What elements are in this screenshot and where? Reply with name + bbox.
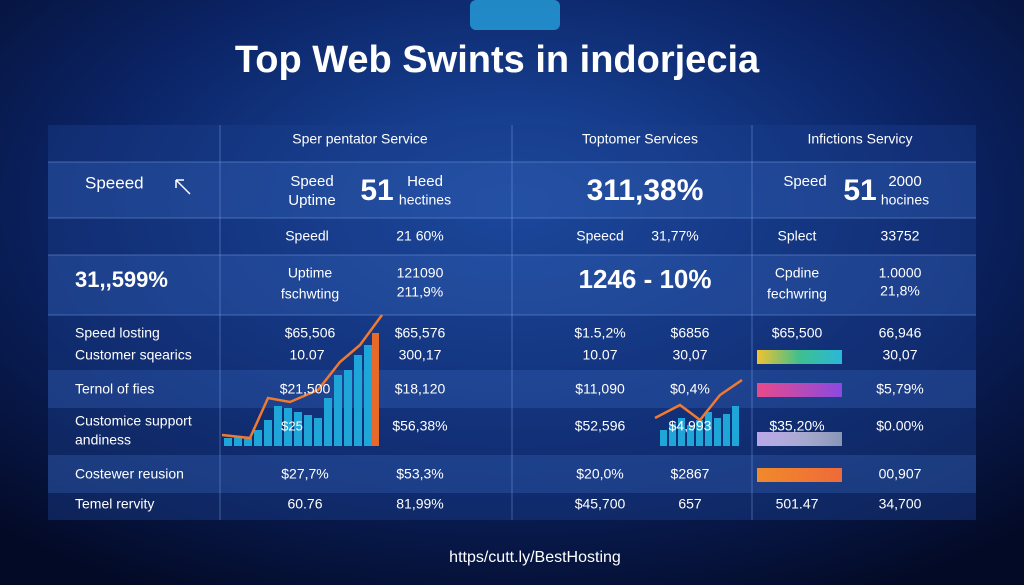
table-cell: 31,77%: [651, 228, 698, 244]
table-cell: 30,07: [882, 347, 917, 363]
column-header: Toptomer Services: [582, 131, 698, 147]
table-cell: 21,8%: [880, 283, 920, 299]
table-panel: [48, 125, 976, 520]
table-cell: $11,090: [575, 381, 625, 397]
table-cell: $2867: [671, 466, 710, 482]
table-cell: $21,500: [280, 381, 331, 397]
table-cell: $5,79%: [876, 381, 923, 397]
table-cell: $25: [281, 418, 303, 433]
table-cell: $45,700: [575, 496, 626, 512]
table-cell: andiness: [75, 432, 131, 448]
table-cell: 33752: [881, 228, 920, 244]
decor-bar: [757, 432, 842, 446]
footer-link: https/cutt.ly/BestHosting: [449, 549, 621, 566]
decor-bar: [757, 468, 842, 482]
table-cell: Speedl: [285, 228, 329, 244]
table-cell: 211,9%: [397, 284, 443, 300]
table-cell: Cpdine: [775, 265, 820, 281]
table-cell: 10.07: [582, 347, 617, 363]
grid-lines: [48, 125, 976, 520]
table-cell: Speed losting: [75, 325, 160, 341]
table-cell: $65,576: [395, 325, 446, 341]
table-cell: 34,700: [879, 496, 922, 512]
table-cell: Speed: [290, 173, 333, 190]
table-cell: Heed: [407, 173, 443, 190]
table-cell: Speeed: [85, 173, 144, 192]
table-cell: 51: [360, 174, 393, 207]
table-cell: Costewer reusion: [75, 466, 184, 482]
table-cell: Splect: [778, 228, 817, 244]
table-cell: Uptime: [288, 265, 333, 281]
table-cell: 60.76: [287, 496, 322, 512]
table-cell: $35,20%: [769, 418, 824, 434]
title: Top Web Swints in indorjecia: [235, 39, 760, 81]
table-cell: $65,506: [285, 325, 336, 341]
column-header: Sper pentator Service: [292, 131, 428, 147]
table-cell: $6856: [671, 325, 710, 341]
decor-bar: [757, 383, 842, 397]
table-cell: 81,99%: [396, 496, 443, 512]
table-cell: fechwring: [767, 286, 827, 302]
table-cell: $0.00%: [876, 418, 923, 434]
table-cell: $27,7%: [281, 466, 328, 482]
table-cell: $20,0%: [576, 466, 623, 482]
table-cell: hectines: [399, 192, 451, 208]
table-cell: 10.07: [289, 347, 324, 363]
table-cell: 311,38%: [587, 174, 704, 207]
table-cell: 2000: [888, 173, 921, 190]
decor-trend-line: [221, 314, 384, 440]
table-cell: Customer sqearics: [75, 347, 192, 363]
table-cell: Customice support: [75, 413, 192, 429]
decor-bar: [757, 350, 842, 364]
table-cell: 51: [843, 174, 876, 207]
table-cell: 1.0000: [879, 265, 922, 281]
cursor-icon: [175, 179, 191, 195]
table-cell: 31,,599%: [75, 267, 168, 292]
decor-trend-line-2: [654, 378, 743, 422]
table-cell: $52,596: [575, 418, 626, 434]
table-cell: 66,946: [879, 325, 922, 341]
table-cell: Ternol of fies: [75, 381, 154, 397]
table-cell: $0,4%: [670, 381, 710, 397]
table-cell: 30,07: [672, 347, 707, 363]
table-cell: $4,993: [669, 418, 712, 434]
table-cell: Uptime: [288, 192, 336, 209]
table-cell: 501.47: [776, 496, 819, 512]
table-cell: 121090: [397, 265, 444, 281]
table-cell: $65,500: [772, 325, 823, 341]
table-cell: hocines: [881, 192, 929, 208]
decor-bar-chart-2: [660, 406, 739, 446]
table-cell: 00,907: [879, 466, 922, 482]
table-cell: 657: [678, 496, 702, 512]
table-cell: $1.5,2%: [574, 325, 625, 341]
table-cell: 300,17: [399, 347, 442, 363]
table-cell: 1246 - 10%: [579, 264, 712, 294]
table-cell: Speed: [783, 173, 826, 190]
table-cell: $53,3%: [396, 466, 443, 482]
decor-light: [470, 0, 560, 30]
table-cell: 21 60%: [396, 228, 443, 244]
table-cell: Temel rervity: [75, 496, 154, 512]
column-header: Infictions Servicy: [807, 131, 912, 147]
decor-bar-chart: [224, 333, 379, 446]
table-cell: $18,120: [395, 381, 446, 397]
table-cell: fschwting: [281, 286, 339, 302]
table-cell: $56,38%: [392, 418, 447, 434]
table-cell: Speecd: [576, 228, 623, 244]
